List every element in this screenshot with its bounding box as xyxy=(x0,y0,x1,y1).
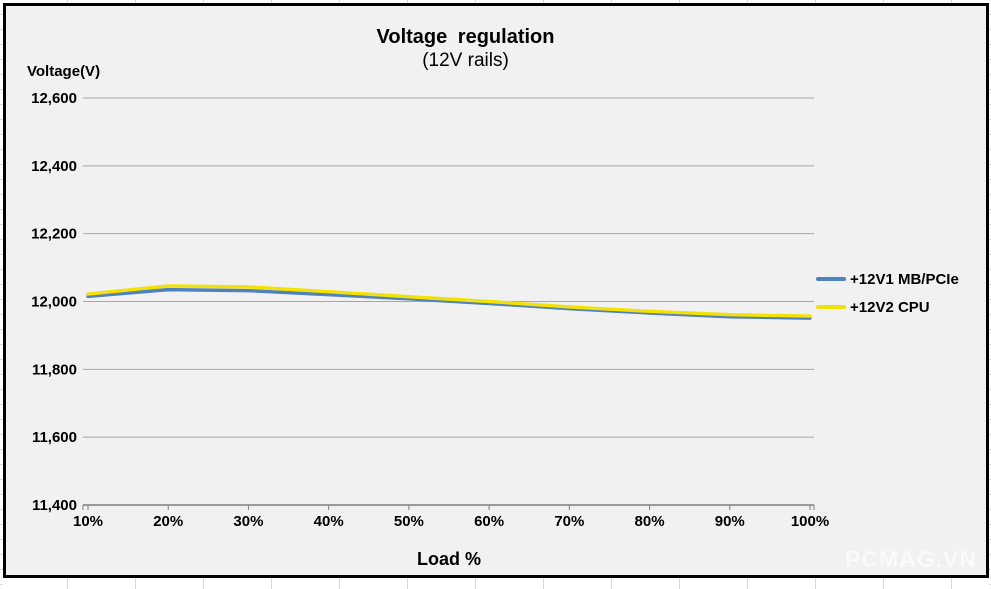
worksheet-gridlines-bottom xyxy=(0,578,991,589)
y-axis-title: Voltage(V) xyxy=(27,63,101,80)
watermark: PCMAG.VN xyxy=(845,546,977,572)
chart-title: Voltage regulation xyxy=(376,26,555,48)
worksheet-gridlines-top xyxy=(0,0,991,3)
chart-title-block: Voltage regulation (12V rails) xyxy=(60,25,871,73)
legend-entry: +12V1 MB/PCIe xyxy=(816,265,959,293)
legend-label: +12V1 MB/PCIe xyxy=(850,270,959,288)
legend: +12V1 MB/PCIe +12V2 CPU xyxy=(816,265,959,321)
worksheet-gridlines-right xyxy=(989,0,991,589)
legend-label: +12V2 CPU xyxy=(850,298,930,316)
legend-swatch xyxy=(816,277,846,281)
worksheet-gridlines-left xyxy=(0,0,3,589)
chart-subtitle: (12V rails) xyxy=(422,50,509,71)
legend-swatch xyxy=(816,305,846,309)
x-axis-title: Load % xyxy=(416,549,481,569)
legend-entry: +12V2 CPU xyxy=(816,293,959,321)
